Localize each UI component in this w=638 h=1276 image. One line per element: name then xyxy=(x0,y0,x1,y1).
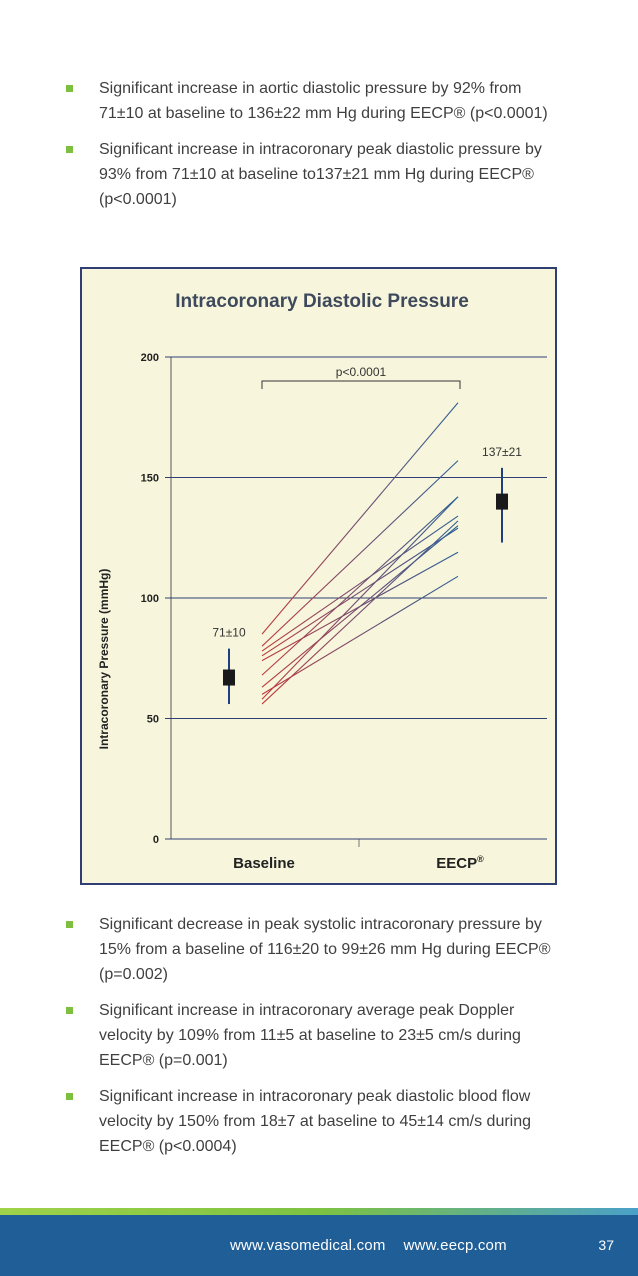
summary-label: 137±21 xyxy=(482,445,522,459)
bullet-square-icon xyxy=(66,146,73,153)
patient-line xyxy=(261,520,459,705)
bullet-item: Significant decrease in peak systolic in… xyxy=(66,912,566,987)
y-tick-label: 200 xyxy=(141,352,159,364)
summary-label: 71±10 xyxy=(212,626,246,640)
y-tick-label: 100 xyxy=(141,593,159,605)
chart-panel: Intracoronary Diastolic Pressure Intraco… xyxy=(80,267,557,885)
patient-line xyxy=(261,515,459,652)
patient-line xyxy=(261,525,459,688)
y-axis-label: Intracoronary Pressure (mmHg) xyxy=(97,569,111,750)
bullet-text: Significant increase in aortic diastolic… xyxy=(99,80,548,122)
bullet-item: Significant increase in intracoronary av… xyxy=(66,998,566,1073)
x-tick-baseline: Baseline xyxy=(233,855,295,872)
y-tick-label: 50 xyxy=(147,714,159,726)
footer-stripe xyxy=(0,1208,638,1215)
bullet-text: Significant increase in intracoronary pe… xyxy=(99,1088,532,1155)
bullet-square-icon xyxy=(66,921,73,928)
pressure-chart: Intracoronary Diastolic Pressure Intraco… xyxy=(97,291,547,872)
chart-title: Intracoronary Diastolic Pressure xyxy=(175,291,469,312)
bullet-text: Significant decrease in peak systolic in… xyxy=(99,916,551,983)
significance-bracket: p<0.0001 xyxy=(261,365,461,389)
patient-line xyxy=(261,402,459,635)
p-value-label: p<0.0001 xyxy=(336,365,387,379)
bracket-line xyxy=(261,380,461,389)
patient-line xyxy=(261,460,459,647)
footer-link-vasomedical[interactable]: www.vasomedical.com xyxy=(230,1237,386,1254)
patient-line xyxy=(261,575,459,695)
registered-mark: ® xyxy=(477,854,484,864)
bullet-list-top: Significant increase in aortic diastolic… xyxy=(66,76,566,223)
mean-marker xyxy=(496,493,508,510)
bullet-square-icon xyxy=(66,1093,73,1100)
footer-links: www.vasomedical.com www.eecp.com xyxy=(230,1237,507,1254)
bullet-square-icon xyxy=(66,1007,73,1014)
patient-line xyxy=(261,496,459,676)
footer-link-eecp[interactable]: www.eecp.com xyxy=(403,1237,507,1254)
bullet-list-bottom: Significant decrease in peak systolic in… xyxy=(66,912,566,1170)
bullet-item: Significant increase in intracoronary pe… xyxy=(66,1084,566,1159)
y-tick-label: 150 xyxy=(141,473,159,485)
y-tick-label: 0 xyxy=(153,834,159,846)
footer-bar: www.vasomedical.com www.eecp.com 37 xyxy=(0,1208,638,1276)
page-number: 37 xyxy=(598,1237,614,1253)
bullet-text: Significant increase in intracoronary av… xyxy=(99,1002,521,1069)
mean-marker xyxy=(223,669,235,686)
patient-line xyxy=(261,527,459,657)
patient-line xyxy=(261,496,459,700)
bullet-text: Significant increase in intracoronary pe… xyxy=(99,141,542,208)
bullet-item: Significant increase in intracoronary pe… xyxy=(66,137,566,212)
bullet-item: Significant increase in aortic diastolic… xyxy=(66,76,566,126)
x-tick-eecp: EECP® xyxy=(436,854,484,872)
bullet-square-icon xyxy=(66,85,73,92)
